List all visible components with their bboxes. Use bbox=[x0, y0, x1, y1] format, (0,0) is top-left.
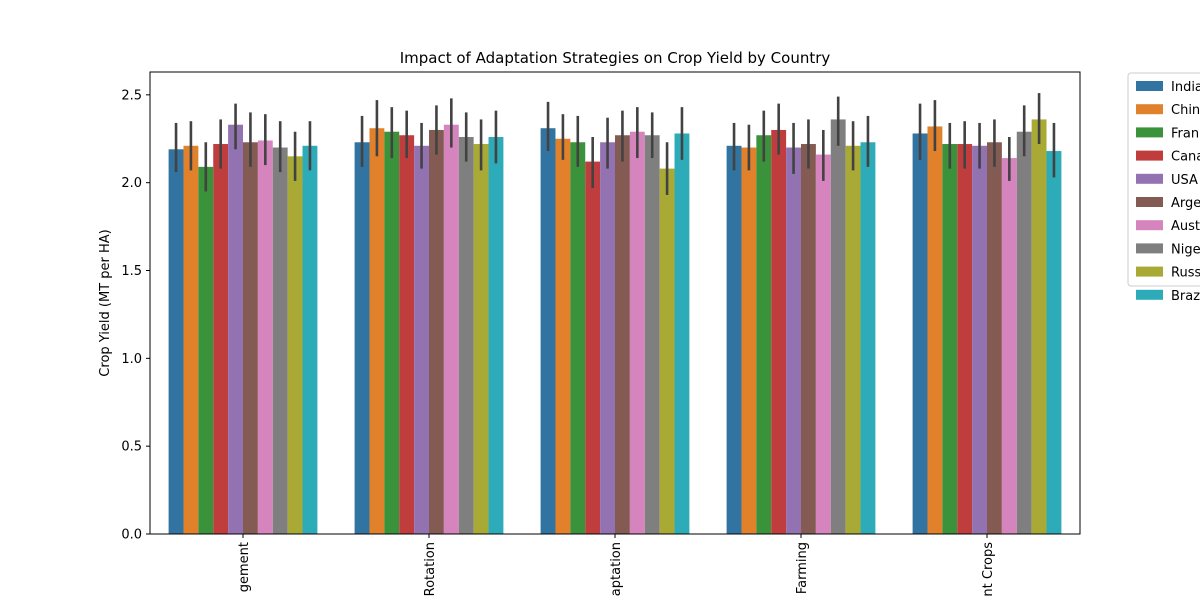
x-tick-label: aptation bbox=[609, 542, 624, 596]
bar bbox=[830, 119, 846, 534]
bar bbox=[629, 131, 645, 534]
bar bbox=[912, 133, 928, 534]
bar bbox=[458, 136, 474, 534]
legend-label: India bbox=[1171, 80, 1200, 95]
bar bbox=[815, 154, 831, 534]
bar bbox=[399, 135, 415, 534]
bar bbox=[972, 145, 987, 534]
bar bbox=[1046, 151, 1062, 534]
bar bbox=[659, 168, 675, 534]
bar bbox=[555, 138, 571, 534]
chart-title: Impact of Adaptation Strategies on Crop … bbox=[400, 49, 831, 67]
bar bbox=[771, 129, 787, 534]
y-tick-label: 2.0 bbox=[121, 176, 142, 191]
x-tick-label: Farming bbox=[795, 542, 810, 594]
bar bbox=[600, 142, 615, 534]
bar bbox=[1001, 158, 1017, 534]
bar bbox=[942, 144, 958, 534]
bar bbox=[302, 145, 318, 534]
legend-label: Nige bbox=[1171, 242, 1200, 257]
legend: India Chin Fran Cana USA Arge Aust Nige Russ Braz bbox=[1127, 72, 1200, 304]
bar bbox=[987, 142, 1002, 534]
plot-area bbox=[168, 93, 1062, 535]
bar bbox=[741, 147, 757, 534]
bar bbox=[585, 161, 601, 534]
y-tick-label: 1.0 bbox=[121, 352, 142, 367]
y-tick-label: 0.5 bbox=[121, 440, 142, 455]
bar bbox=[756, 135, 772, 534]
bar bbox=[957, 144, 973, 534]
bar bbox=[927, 126, 943, 535]
bar bbox=[272, 147, 288, 534]
axes: 0.0 0.5 1.0 1.5 2.0 2.5 gement Rotation aptation… bbox=[121, 88, 996, 596]
legend-label: Fran bbox=[1171, 126, 1199, 141]
bar bbox=[473, 144, 489, 534]
bar bbox=[384, 131, 400, 534]
y-tick-label: 2.5 bbox=[121, 88, 142, 103]
bar bbox=[1016, 131, 1032, 534]
legend-label: Russ bbox=[1171, 266, 1200, 281]
bar bbox=[674, 133, 690, 534]
x-tick-label: Rotation bbox=[423, 542, 438, 596]
bar bbox=[168, 149, 184, 534]
bar bbox=[198, 166, 214, 534]
bar bbox=[414, 145, 429, 534]
x-tick-label: nt Crops bbox=[981, 542, 996, 597]
bar bbox=[726, 145, 742, 534]
bar bbox=[213, 144, 229, 534]
y-tick-label: 1.5 bbox=[121, 264, 142, 279]
bar bbox=[644, 135, 660, 534]
bar bbox=[570, 142, 586, 534]
y-axis-label: Crop Yield (MT per HA) bbox=[98, 229, 113, 376]
legend-label: Braz bbox=[1171, 289, 1200, 304]
legend-swatch bbox=[1136, 197, 1163, 207]
bar bbox=[488, 136, 504, 534]
bar bbox=[615, 135, 630, 534]
bar bbox=[243, 142, 258, 534]
bar bbox=[845, 145, 861, 534]
bar bbox=[540, 128, 556, 534]
bar bbox=[429, 129, 444, 534]
bar bbox=[369, 128, 385, 534]
bar bbox=[257, 140, 273, 534]
bar bbox=[801, 144, 816, 534]
bar bbox=[228, 124, 243, 535]
legend-swatch bbox=[1136, 81, 1163, 91]
legend-swatch bbox=[1136, 173, 1163, 184]
legend-swatch bbox=[1136, 289, 1163, 300]
legend-swatch bbox=[1136, 266, 1163, 277]
legend-swatch bbox=[1136, 150, 1163, 161]
legend-label: Arge bbox=[1171, 196, 1200, 211]
legend-label: USA bbox=[1171, 173, 1198, 188]
bar bbox=[287, 156, 303, 534]
legend-label: Chin bbox=[1171, 103, 1200, 118]
bar bbox=[354, 142, 370, 534]
legend-swatch bbox=[1136, 127, 1163, 138]
y-tick-label: 0.0 bbox=[121, 528, 142, 543]
bar bbox=[860, 142, 876, 534]
legend-swatch bbox=[1136, 243, 1163, 254]
bar bbox=[1031, 119, 1047, 534]
bar bbox=[183, 145, 199, 534]
legend-swatch bbox=[1136, 220, 1163, 231]
x-tick-label: gement bbox=[237, 542, 252, 592]
bar bbox=[786, 147, 801, 534]
legend-swatch bbox=[1136, 104, 1163, 115]
legend-label: Cana bbox=[1171, 150, 1200, 165]
legend-label: Aust bbox=[1171, 219, 1200, 234]
legend-frame bbox=[1127, 72, 1200, 287]
bar bbox=[443, 124, 459, 535]
